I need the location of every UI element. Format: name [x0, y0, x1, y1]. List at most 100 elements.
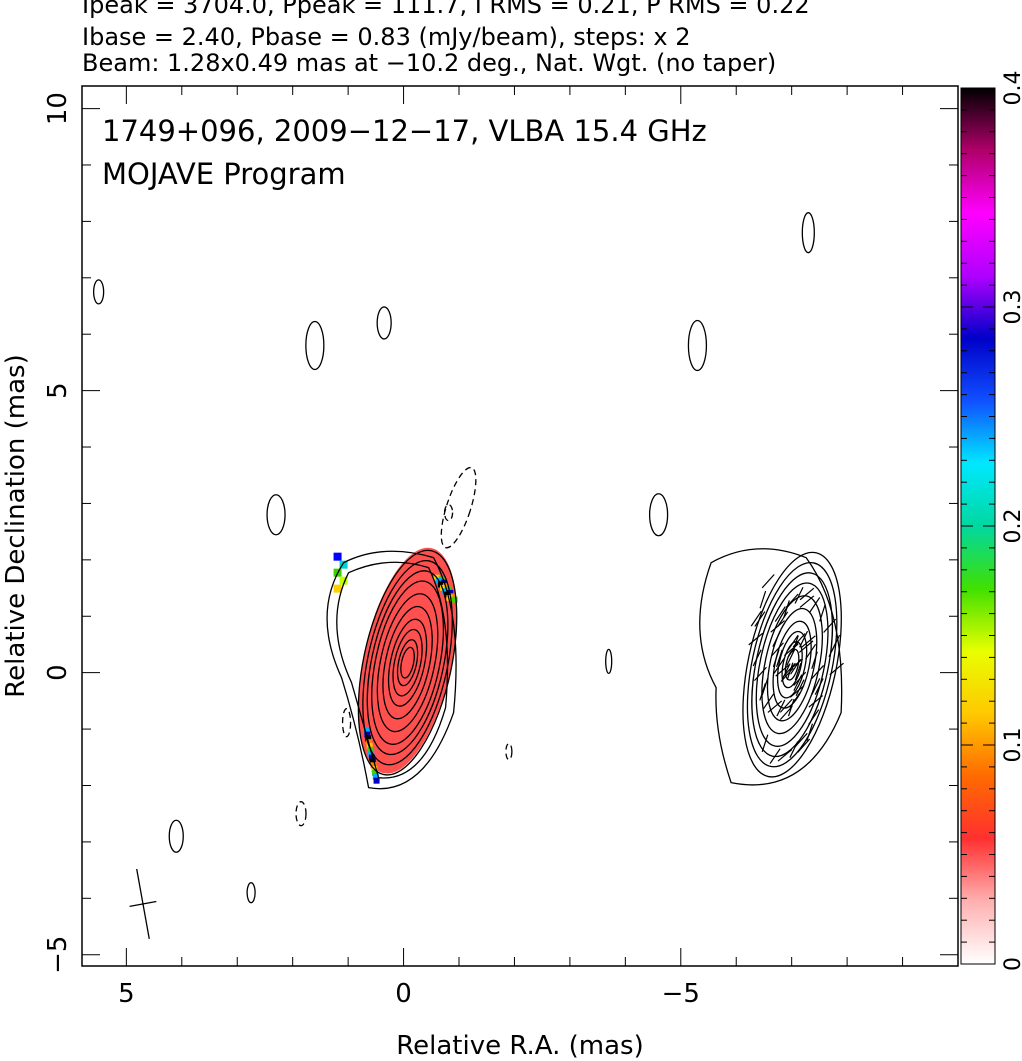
polarization-vector	[801, 635, 816, 648]
beam-minor-axis	[129, 900, 157, 907]
x-axis-ticks	[125, 86, 959, 966]
contour	[382, 605, 433, 720]
polarization-pixel	[333, 584, 342, 593]
polarization-vector	[823, 618, 837, 633]
polarization-pixel	[364, 731, 371, 738]
polarization-vector	[774, 606, 786, 622]
polarization-vector	[769, 748, 781, 764]
polarization-vector	[772, 630, 782, 647]
polarization-vector	[777, 749, 793, 762]
polarization-pixel	[333, 552, 342, 561]
polarization-pixel	[372, 769, 379, 776]
contour	[687, 319, 708, 372]
plot-frame	[81, 85, 959, 967]
polarization-vector	[809, 597, 821, 613]
y-tick-label: 10	[43, 92, 73, 125]
polarization-vector	[786, 662, 794, 680]
colorbar-tick-labels: 0 0.1 0.2 0.3 0.4	[1001, 71, 1022, 972]
negative-contour	[440, 466, 477, 549]
contour	[400, 646, 415, 679]
chart-title: 1749+096, 2009−12−17, VLBA 15.4 GHz	[102, 114, 707, 148]
polarization-vector	[782, 662, 796, 677]
polarization-pixel	[369, 758, 376, 765]
polarization-vector	[761, 574, 775, 589]
x-axis-label: Relative R.A. (mas)	[396, 1031, 643, 1061]
polarization-vector	[789, 685, 805, 698]
contour	[742, 551, 842, 778]
contour	[648, 493, 669, 537]
contour	[776, 630, 808, 699]
polarization-vector	[750, 610, 762, 627]
polarization-vector	[799, 595, 815, 608]
polarization-vector	[753, 666, 767, 682]
polarization-vector	[819, 604, 826, 622]
header-line-1: Ipeak = 3704.0, Ppeak = 111.7, I RMS = 0…	[82, 0, 810, 19]
polarization-vector	[811, 651, 818, 670]
polarization-vector	[772, 649, 780, 668]
colorbar-ticks	[961, 87, 995, 965]
polarization-vector	[808, 709, 820, 725]
polarization-pixel	[446, 594, 453, 601]
contour	[699, 548, 843, 786]
contour	[392, 628, 423, 697]
polarization-vector	[763, 693, 775, 710]
polarization-vector	[814, 678, 824, 695]
contour	[357, 549, 458, 776]
colorbar-tick-label: 0.4	[1001, 71, 1022, 106]
y-axis-ticks	[82, 108, 958, 956]
polarization-vector	[761, 734, 769, 752]
polarization-pixel	[370, 762, 377, 769]
polarization-pixel	[339, 560, 348, 569]
x-tick-label: −5	[662, 979, 700, 1009]
polarization-vector	[828, 640, 838, 658]
polarization-pixel	[365, 735, 372, 742]
polarization-pixel	[442, 588, 449, 595]
polarization-vector	[806, 723, 814, 741]
polarization-pixel	[373, 777, 380, 784]
contour	[605, 648, 613, 675]
contour	[168, 819, 184, 853]
header-line-2: Ibase = 2.40, Pbase = 0.83 (mJy/beam), s…	[82, 23, 691, 51]
y-tick-label: 5	[43, 382, 73, 399]
polarization-vector	[759, 683, 766, 701]
contour	[305, 320, 325, 371]
contour	[266, 494, 286, 536]
x-tick-label: 5	[118, 979, 135, 1009]
contour	[376, 306, 392, 340]
contour	[784, 648, 800, 681]
contour	[387, 618, 428, 707]
polarization-vector	[811, 678, 821, 695]
plot-area	[92, 212, 844, 939]
y-tick-labels: −5 0 5 10	[43, 92, 73, 974]
polarization-pixel	[368, 754, 375, 761]
polarization-vector	[799, 587, 815, 601]
chart-subtitle: MOJAVE Program	[102, 157, 346, 191]
contour	[246, 882, 256, 904]
polarization-pixel	[372, 773, 379, 780]
y-tick-label: 0	[43, 664, 73, 681]
polarization-vector	[787, 634, 799, 651]
colorbar-tick-label: 0.2	[1001, 509, 1022, 544]
polarization-vector	[761, 677, 769, 696]
polarization-vector	[754, 611, 766, 627]
polarization-vector	[805, 643, 817, 660]
polarization-vector	[789, 692, 801, 708]
polarization-vector	[795, 679, 805, 697]
y-tick-label: −5	[43, 936, 73, 974]
polarization-vector	[811, 665, 825, 680]
contour	[376, 593, 439, 733]
negative-contour	[505, 742, 513, 761]
polarization-pixel	[363, 727, 370, 734]
polarization-vector	[829, 662, 844, 676]
polarization-vector	[808, 695, 823, 708]
x-tick-labels: 5 0 −5	[118, 979, 700, 1009]
polarization-pixel	[339, 576, 348, 585]
x-tick-label: 0	[395, 979, 412, 1009]
negative-contour	[341, 708, 352, 738]
polarization-vector	[773, 658, 785, 674]
y-axis-label: Relative Declination (mas)	[1, 354, 31, 697]
negative-contour	[295, 801, 307, 827]
polarization-vector	[770, 642, 784, 657]
polarization-vector	[793, 674, 803, 692]
